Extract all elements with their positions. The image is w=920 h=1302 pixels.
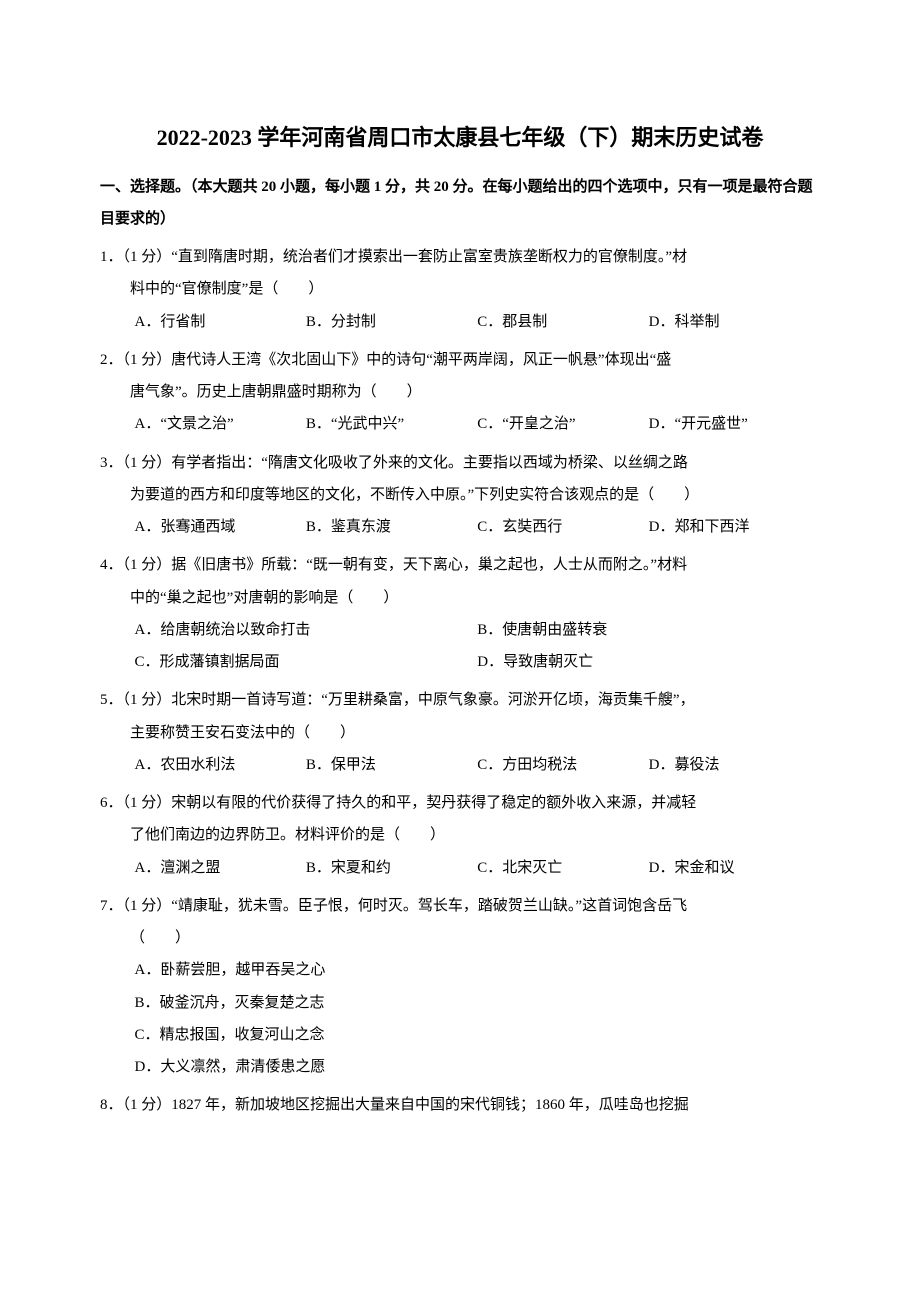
option-a: A．澶渊之盟: [135, 852, 306, 884]
option-b: B．鉴真东渡: [306, 511, 477, 543]
option-a: A．卧薪尝胆，越甲吞吴之心: [135, 954, 821, 986]
stem-text: 料中的“官僚制度”是（ ）: [100, 273, 820, 305]
question-stem: 7．（1 分）“靖康耻，犹未雪。臣子恨，何时灭。驾长车，踏破贺兰山缺。”这首词饱…: [100, 890, 820, 955]
option-b: B．宋夏和约: [306, 852, 477, 884]
question-number: 7．（1 分）: [100, 898, 171, 914]
stem-text: 宋朝以有限的代价获得了持久的和平，契丹获得了稳定的额外收入来源，并减轻: [171, 795, 696, 811]
question-stem: 5．（1 分）北宋时期一首诗写道：“万里耕桑富，中原气象豪。河淤开亿顷，海贡集千…: [100, 684, 820, 749]
option-a: A．行省制: [135, 306, 306, 338]
stem-text: 1827 年，新加坡地区挖掘出大量来自中国的宋代铜钱；1860 年，瓜哇岛也挖掘: [171, 1097, 689, 1113]
option-c: C．精忠报国，收复河山之念: [135, 1019, 821, 1051]
options: A．澶渊之盟 B．宋夏和约 C．北宋灭亡 D．宋金和议: [100, 852, 820, 884]
question-stem: 1．（1 分）“直到隋唐时期，统治者们才摸索出一套防止富室贵族垄断权力的官僚制度…: [100, 241, 820, 306]
question-number: 6．（1 分）: [100, 795, 171, 811]
question-8: 8．（1 分）1827 年，新加坡地区挖掘出大量来自中国的宋代铜钱；1860 年…: [100, 1089, 820, 1121]
stem-text: 唐气象”。历史上唐朝鼎盛时期称为（ ）: [100, 376, 820, 408]
question-4: 4．（1 分）据《旧唐书》所载：“既一朝有变，天下离心，巢之起也，人士从而附之。…: [100, 549, 820, 678]
option-c: C．“开皇之治”: [477, 408, 648, 440]
question-3: 3．（1 分）有学者指出：“隋唐文化吸收了外来的文化。主要指以西域为桥梁、以丝绸…: [100, 447, 820, 544]
stem-text: “靖康耻，犹未雪。臣子恨，何时灭。驾长车，踏破贺兰山缺。”这首词饱含岳飞: [171, 898, 687, 914]
stem-text: 主要称赞王安石变法中的（ ）: [100, 717, 820, 749]
question-number: 4．（1 分）: [100, 557, 171, 573]
question-2: 2．（1 分）唐代诗人王湾《次北固山下》中的诗句“潮平两岸阔，风正一帆悬”体现出…: [100, 344, 820, 441]
question-6: 6．（1 分）宋朝以有限的代价获得了持久的和平，契丹获得了稳定的额外收入来源，并…: [100, 787, 820, 884]
option-d: D．大义凛然，肃清倭患之愿: [135, 1051, 821, 1083]
option-a: A．农田水利法: [135, 749, 306, 781]
option-b: B．破釜沉舟，灭秦复楚之志: [135, 987, 821, 1019]
stem-text: 北宋时期一首诗写道：“万里耕桑富，中原气象豪。河淤开亿顷，海贡集千艘”，: [171, 692, 694, 708]
option-d: D．郑和下西洋: [649, 511, 820, 543]
option-a: A．给唐朝统治以致命打击: [135, 614, 478, 646]
stem-text: 有学者指出：“隋唐文化吸收了外来的文化。主要指以西域为桥梁、以丝绸之路: [171, 455, 688, 471]
question-stem: 6．（1 分）宋朝以有限的代价获得了持久的和平，契丹获得了稳定的额外收入来源，并…: [100, 787, 820, 852]
option-b: B．分封制: [306, 306, 477, 338]
stem-text: 了他们南边的边界防卫。材料评价的是（ ）: [100, 819, 820, 851]
question-5: 5．（1 分）北宋时期一首诗写道：“万里耕桑富，中原气象豪。河淤开亿顷，海贡集千…: [100, 684, 820, 781]
stem-text: 为要道的西方和印度等地区的文化，不断传入中原。”下列史实符合该观点的是（ ）: [100, 479, 820, 511]
option-b: B．“光武中兴”: [306, 408, 477, 440]
option-d: D．募役法: [649, 749, 820, 781]
option-c: C．北宋灭亡: [477, 852, 648, 884]
options: A．行省制 B．分封制 C．郡县制 D．科举制: [100, 306, 820, 338]
stem-text: 中的“巢之起也”对唐朝的影响是（ ）: [100, 582, 820, 614]
option-d: D．“开元盛世”: [649, 408, 820, 440]
options-row-1: A．给唐朝统治以致命打击 B．使唐朝由盛转衰: [100, 614, 820, 646]
question-stem: 8．（1 分）1827 年，新加坡地区挖掘出大量来自中国的宋代铜钱；1860 年…: [100, 1089, 820, 1121]
option-d: D．导致唐朝灭亡: [477, 646, 820, 678]
option-c: C．形成藩镇割据局面: [135, 646, 478, 678]
option-d: D．宋金和议: [649, 852, 820, 884]
question-number: 5．（1 分）: [100, 692, 171, 708]
option-d: D．科举制: [649, 306, 820, 338]
question-stem: 4．（1 分）据《旧唐书》所载：“既一朝有变，天下离心，巢之起也，人士从而附之。…: [100, 549, 820, 614]
option-b: B．使唐朝由盛转衰: [477, 614, 820, 646]
option-c: C．方田均税法: [477, 749, 648, 781]
question-number: 3．（1 分）: [100, 455, 171, 471]
stem-text: “直到隋唐时期，统治者们才摸索出一套防止富室贵族垄断权力的官僚制度。”材: [171, 249, 687, 265]
options: A．农田水利法 B．保甲法 C．方田均税法 D．募役法: [100, 749, 820, 781]
options: A．卧薪尝胆，越甲吞吴之心 B．破釜沉舟，灭秦复楚之志 C．精忠报国，收复河山之…: [100, 954, 820, 1083]
document-title: 2022-2023 学年河南省周口市太康县七年级（下）期末历史试卷: [100, 120, 820, 152]
question-1: 1．（1 分）“直到隋唐时期，统治者们才摸索出一套防止富室贵族垄断权力的官僚制度…: [100, 241, 820, 338]
stem-text: （ ）: [100, 922, 820, 954]
options: A．“文景之治” B．“光武中兴” C．“开皇之治” D．“开元盛世”: [100, 408, 820, 440]
question-number: 8．（1 分）: [100, 1097, 171, 1113]
option-a: A．张骞通西域: [135, 511, 306, 543]
question-stem: 2．（1 分）唐代诗人王湾《次北固山下》中的诗句“潮平两岸阔，风正一帆悬”体现出…: [100, 344, 820, 409]
question-number: 1．（1 分）: [100, 249, 171, 265]
question-stem: 3．（1 分）有学者指出：“隋唐文化吸收了外来的文化。主要指以西域为桥梁、以丝绸…: [100, 447, 820, 512]
question-7: 7．（1 分）“靖康耻，犹未雪。臣子恨，何时灭。驾长车，踏破贺兰山缺。”这首词饱…: [100, 890, 820, 1084]
option-c: C．郡县制: [477, 306, 648, 338]
stem-text: 据《旧唐书》所载：“既一朝有变，天下离心，巢之起也，人士从而附之。”材料: [171, 557, 687, 573]
option-b: B．保甲法: [306, 749, 477, 781]
options: A．张骞通西域 B．鉴真东渡 C．玄奘西行 D．郑和下西洋: [100, 511, 820, 543]
section-heading: 一、选择题。（本大题共 20 小题，每小题 1 分，共 20 分。在每小题给出的…: [100, 172, 820, 235]
option-a: A．“文景之治”: [135, 408, 306, 440]
stem-text: 唐代诗人王湾《次北固山下》中的诗句“潮平两岸阔，风正一帆悬”体现出“盛: [171, 352, 671, 368]
option-c: C．玄奘西行: [477, 511, 648, 543]
options-row-2: C．形成藩镇割据局面 D．导致唐朝灭亡: [100, 646, 820, 678]
question-number: 2．（1 分）: [100, 352, 171, 368]
